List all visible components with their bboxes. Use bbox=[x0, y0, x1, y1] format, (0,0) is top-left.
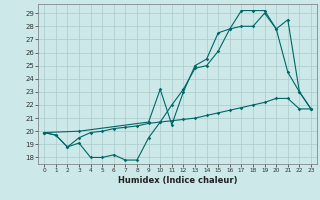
X-axis label: Humidex (Indice chaleur): Humidex (Indice chaleur) bbox=[118, 176, 237, 185]
